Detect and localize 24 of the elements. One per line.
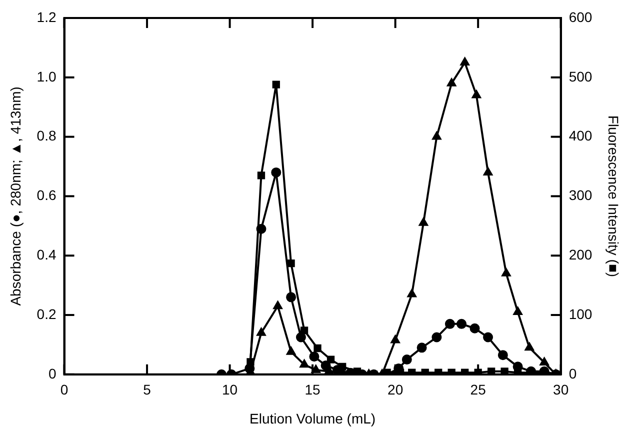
y-tick-label: 0.4	[36, 246, 56, 262]
y2-tick-label: 200	[568, 246, 592, 262]
x-tick-label: 0	[60, 382, 68, 398]
x-tick-label: 15	[304, 382, 321, 398]
y2-tick-label: 0	[568, 365, 577, 382]
y2-tick-label: 300	[568, 187, 592, 204]
y-tick-label: 1.0	[36, 68, 56, 84]
y2-axis-title: Fluorescence Intensity (■)	[606, 115, 622, 278]
y-tick-label: 0	[48, 365, 56, 382]
y-axis-title: Absorbance (●, 280nm; ▲, 413nm)	[7, 86, 24, 306]
y2-tick-label: 100	[568, 306, 592, 322]
y-tick-label: 0.2	[36, 306, 56, 322]
y2-tick-label: 400	[568, 128, 592, 144]
y2-tick-label: 500	[568, 68, 592, 84]
x-tick-label: 30	[553, 382, 569, 398]
x-axis-title: Elution Volume (mL)	[250, 410, 376, 426]
x-tick-label: 25	[470, 382, 486, 398]
x-tick-label: 5	[143, 382, 152, 398]
y-tick-label: 0.6	[36, 187, 56, 204]
y-tick-label: 1.2	[36, 8, 56, 25]
y-tick-label: 0.8	[36, 128, 56, 144]
x-tick-label: 20	[388, 382, 404, 398]
y2-tick-label: 600	[568, 8, 592, 25]
x-tick-label: 10	[222, 382, 238, 398]
